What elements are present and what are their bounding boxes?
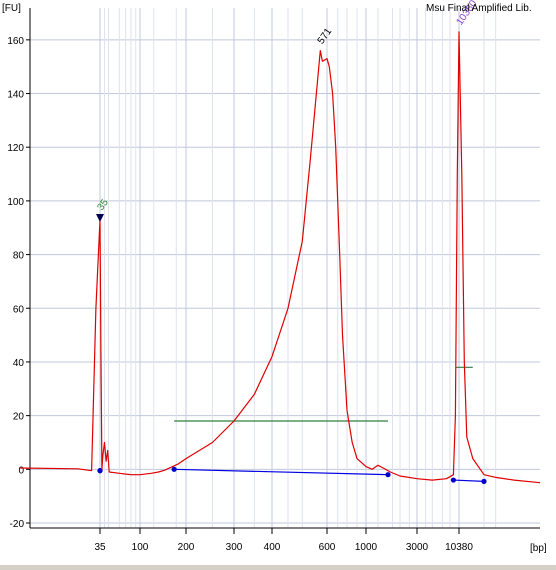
y-tick-label: 20	[13, 412, 25, 423]
x-tick-label: 35	[94, 542, 106, 553]
baseline-segment	[453, 479, 485, 482]
chart-title: Msu Final Amplified Lib.	[426, 3, 532, 14]
y-tick-label: 60	[13, 304, 25, 315]
y-tick-label: 40	[13, 358, 25, 369]
x-tick-label: 3000	[406, 542, 429, 553]
y-tick-label: 0	[18, 465, 24, 476]
x-tick-label: 100	[132, 542, 149, 553]
x-tick-label: 10380	[445, 542, 473, 553]
y-tick-label: 80	[13, 251, 25, 262]
trace-layer	[19, 31, 541, 484]
baseline-point	[171, 466, 177, 472]
x-tick-label: 400	[264, 542, 281, 553]
axis-layer: -20 0 20 40 60 80 100 120 140 160 35 100 200 300 400 60…	[7, 8, 540, 553]
y-axis-label: [FU]	[2, 3, 21, 14]
x-tick-label: 1000	[355, 542, 378, 553]
baseline-point	[385, 472, 391, 478]
x-tick-label: 300	[226, 542, 243, 553]
baseline-point	[97, 468, 103, 474]
x-axis-label: [bp]	[530, 543, 547, 554]
baseline-segment	[174, 468, 389, 476]
x-tick-label: 600	[319, 542, 336, 553]
baseline-point	[481, 478, 487, 484]
y-tick-label: 100	[7, 197, 24, 208]
trace-line	[19, 31, 541, 484]
baseline-layer	[97, 466, 487, 484]
y-tick-label: 160	[7, 36, 24, 47]
y-tick-label: 140	[7, 90, 24, 101]
x-tick-label: 200	[178, 542, 195, 553]
y-tick-label: 120	[7, 143, 24, 154]
grid-layer	[30, 8, 540, 528]
lower-marker-triangle	[96, 214, 104, 222]
y-tick-label: -20	[10, 519, 25, 530]
baseline-point	[450, 477, 457, 483]
